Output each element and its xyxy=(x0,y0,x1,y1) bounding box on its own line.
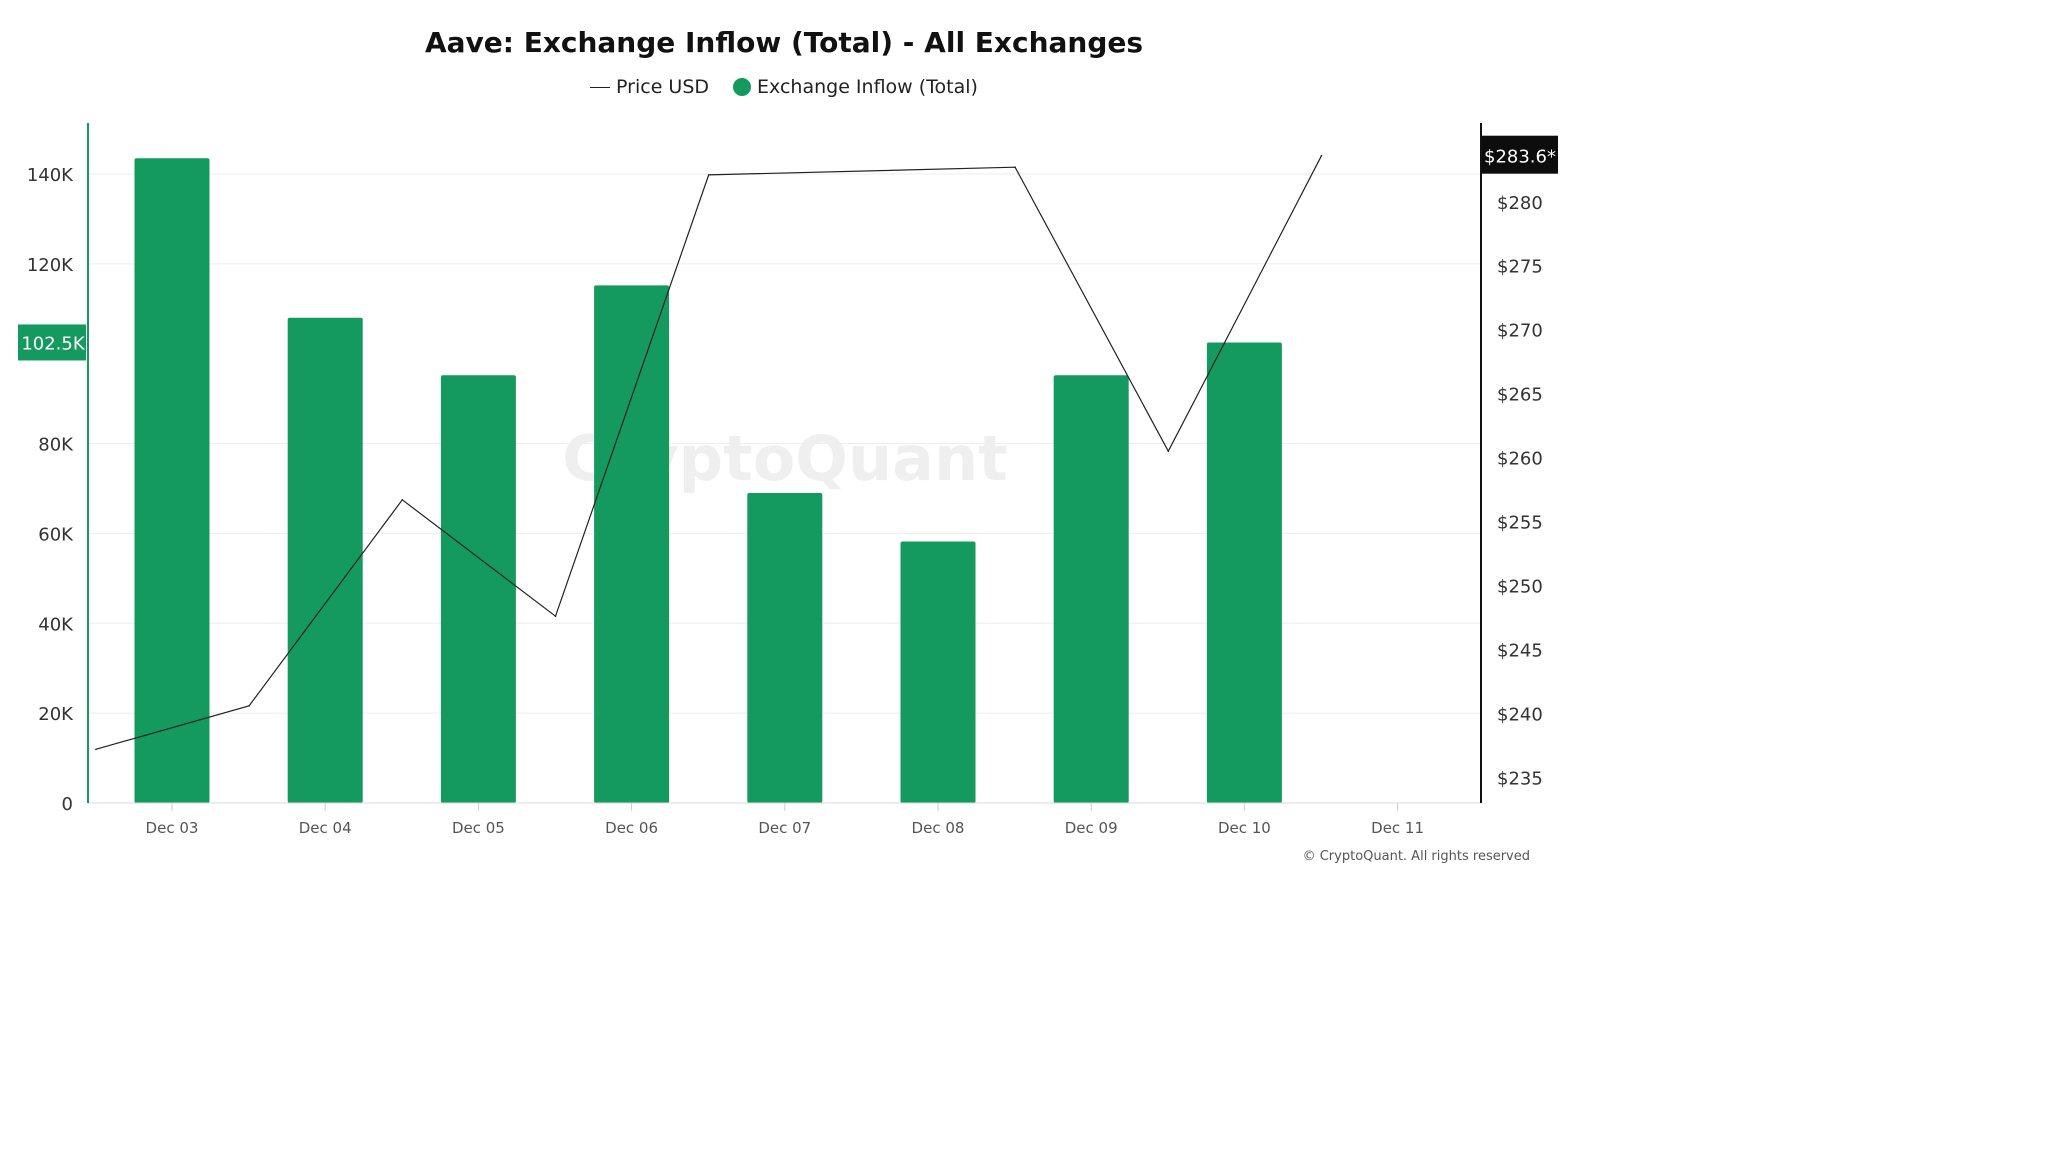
y-left-tick-label: 140K xyxy=(27,165,74,186)
legend-price-label: Price USD xyxy=(616,76,710,98)
chart-title: Aave: Exchange Inflow (Total) - All Exch… xyxy=(424,26,1144,59)
chart-area: CryptoQuant 020K40K60K80K120K140K$235$24… xyxy=(18,123,1558,864)
legend: Price USD Exchange Inflow (Total) xyxy=(0,76,1568,98)
copyright-text: © CryptoQuant. All rights reserved xyxy=(1303,849,1530,864)
inflow-bar xyxy=(1053,375,1129,803)
x-tick-label: Dec 11 xyxy=(1371,819,1424,837)
y-left-tick-label: 0 xyxy=(62,794,73,815)
x-tick-label: Dec 10 xyxy=(1218,819,1271,837)
price-line xyxy=(95,155,1323,750)
y-right-tick-label: $260 xyxy=(1497,449,1543,470)
x-tick-label: Dec 09 xyxy=(1065,819,1118,837)
current-inflow-tag-label: 102.5K xyxy=(21,333,86,354)
y-right-tick-label: $255 xyxy=(1497,513,1543,534)
y-right-tick-label: $235 xyxy=(1497,768,1543,789)
x-tick-label: Dec 05 xyxy=(452,819,505,837)
inflow-bar xyxy=(900,541,976,803)
y-right-tick-label: $275 xyxy=(1497,257,1543,278)
y-left-tick-label: 80K xyxy=(38,435,74,456)
y-right-tick-label: $265 xyxy=(1497,385,1543,406)
y-left-tick-label: 120K xyxy=(27,255,74,276)
y-left-tick-label: 60K xyxy=(38,524,74,545)
x-tick-label: Dec 03 xyxy=(146,819,199,837)
inflow-bar xyxy=(1206,342,1282,803)
inflow-bar xyxy=(594,285,670,803)
legend-inflow-label: Exchange Inflow (Total) xyxy=(757,76,978,98)
price-point xyxy=(1320,154,1323,157)
price-point xyxy=(401,499,404,501)
price-point xyxy=(248,704,250,707)
legend-item-price[interactable]: Price USD xyxy=(590,76,709,98)
price-point xyxy=(95,748,97,751)
circle-swatch-icon xyxy=(733,78,752,96)
x-tick-label: Dec 04 xyxy=(299,819,352,837)
x-tick-label: Dec 06 xyxy=(605,819,658,837)
inflow-bar xyxy=(134,158,210,803)
price-point xyxy=(1167,450,1170,453)
x-tick-label: Dec 07 xyxy=(758,819,811,837)
legend-item-inflow[interactable]: Exchange Inflow (Total) xyxy=(733,76,978,98)
y-right-tick-label: $250 xyxy=(1497,577,1543,598)
y-left-tick-label: 20K xyxy=(38,704,74,725)
line-swatch-icon xyxy=(590,86,611,88)
current-inflow-tag xyxy=(18,324,86,361)
y-right-tick-label: $280 xyxy=(1497,193,1543,214)
y-right-tick-label: $245 xyxy=(1497,640,1543,661)
inflow-bar xyxy=(287,317,363,803)
inflow-bar xyxy=(747,492,823,803)
price-point xyxy=(1014,166,1016,169)
current-price-tag-label: $283.6* xyxy=(1484,147,1556,168)
y-right-tick-label: $240 xyxy=(1497,704,1543,725)
price-point xyxy=(554,615,557,618)
y-left-tick-label: 40K xyxy=(38,614,74,635)
inflow-bar xyxy=(440,375,516,803)
current-price-tag xyxy=(1482,135,1558,174)
price-point xyxy=(707,174,710,176)
y-right-tick-label: $270 xyxy=(1497,321,1543,342)
x-tick-label: Dec 08 xyxy=(912,819,965,837)
